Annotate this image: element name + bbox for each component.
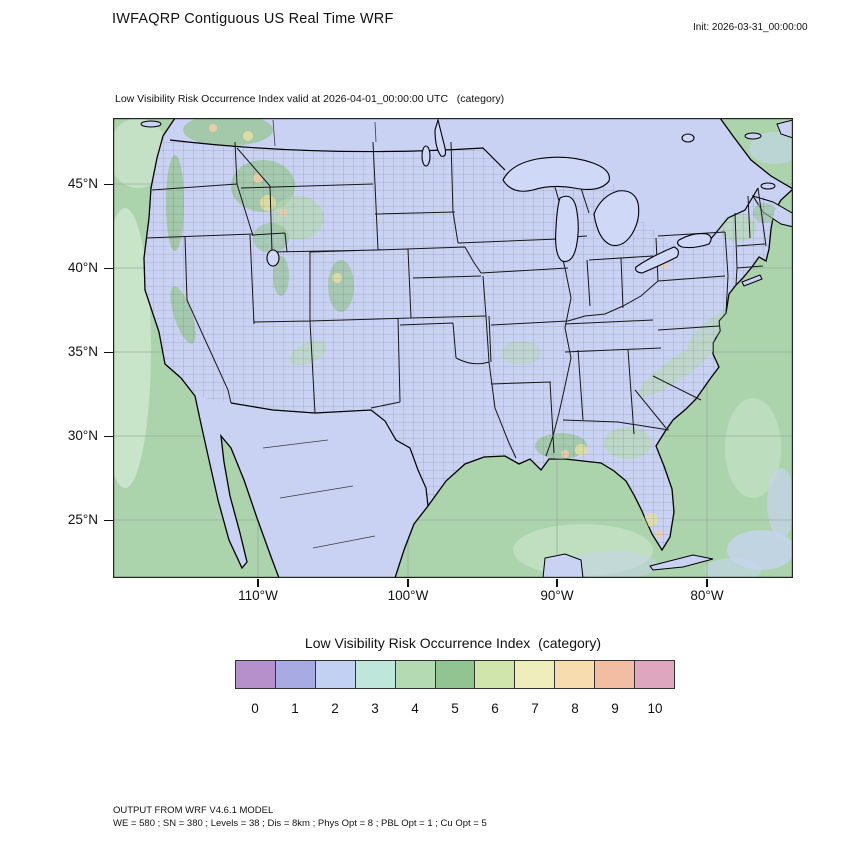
lon-tick-mark (706, 578, 708, 587)
lat-tick-mark (104, 183, 113, 185)
weather-map (99, 117, 801, 582)
colorbar-cell (594, 660, 636, 689)
colorbar-cell (274, 660, 316, 689)
colorbar-category-label: 1 (291, 701, 299, 716)
model-version-line: OUTPUT FROM WRF V4.6.1 MODEL (113, 805, 274, 816)
colorbar-category-label: 4 (411, 701, 419, 716)
long-island (741, 274, 763, 287)
colorbar-labels: 0 1 2 3 4 5 6 7 8 9 10 (235, 701, 675, 716)
colorbar-category-label: 3 (371, 701, 379, 716)
lat-axis-label: 30°N (67, 428, 98, 443)
colorbar-cell (314, 660, 356, 689)
init-timestamp: Init: 2026-03-31_00:00:00 (693, 22, 808, 33)
map-frame (113, 118, 793, 578)
colorbar-category-label: 8 (571, 701, 579, 716)
great-lakes (266, 117, 712, 274)
lat-axis-label: 35°N (67, 344, 98, 359)
lat-axis-label: 45°N (67, 176, 98, 191)
cuba (649, 554, 714, 571)
colorbar-category-label: 7 (531, 701, 539, 716)
lake-ontario (677, 233, 712, 249)
colorbar-category-label: 6 (491, 701, 499, 716)
colorbar-cell (354, 660, 396, 689)
state-borders (145, 141, 767, 459)
great-salt-lake (266, 249, 280, 267)
lon-tick-mark (407, 578, 409, 587)
colorbar-cell (514, 660, 556, 689)
lon-tick-mark (257, 578, 259, 587)
colorbar (235, 660, 675, 689)
national-borders (169, 139, 759, 507)
lake-superior (502, 156, 610, 192)
ocean-variation-patches (99, 118, 801, 582)
colorbar-cell (634, 660, 675, 689)
colorbar-category-label: 9 (611, 701, 619, 716)
colorbar-title: Low Visibility Risk Occurrence Index (ca… (304, 635, 602, 651)
lat-tick-mark (104, 267, 113, 269)
lon-axis-label: 110°W (238, 588, 278, 603)
colorbar-cell (434, 660, 476, 689)
map-panel (99, 117, 801, 582)
colorbar-cell (474, 660, 516, 689)
lat-tick-mark (104, 519, 113, 521)
lon-tick-mark (556, 578, 558, 587)
lake-huron (593, 190, 640, 247)
model-config-line: WE = 580 ; SN = 380 ; Levels = 38 ; Dis … (113, 817, 487, 829)
colorbar-category-label: 10 (647, 701, 663, 716)
lat-tick-mark (104, 351, 113, 353)
lon-axis-label: 80°W (690, 588, 724, 603)
lat-tick-mark (104, 435, 113, 437)
map-subtitle: Low Visibility Risk Occurrence Index val… (115, 93, 505, 105)
colorbar-cell (235, 660, 276, 689)
model-info-footer: OUTPUT FROM WRF V4.6.1 MODEL WE = 580 ; … (113, 805, 487, 830)
colorbar-cell (394, 660, 436, 689)
page-title: IWFAQRP Contiguous US Real Time WRF (112, 11, 394, 27)
colorbar-cell (554, 660, 596, 689)
lake-michigan (555, 195, 579, 263)
province-borders (262, 119, 377, 549)
colorbar-category-label: 0 (251, 701, 259, 716)
lat-axis-label: 40°N (67, 260, 98, 275)
lon-axis-label: 90°W (540, 588, 574, 603)
lat-axis-label: 25°N (67, 512, 98, 527)
lake-erie (635, 246, 680, 274)
colorbar-category-label: 5 (451, 701, 459, 716)
lon-axis-label: 100°W (387, 588, 429, 603)
colorbar-category-label: 2 (331, 701, 339, 716)
lake-winnipeg (434, 117, 447, 157)
